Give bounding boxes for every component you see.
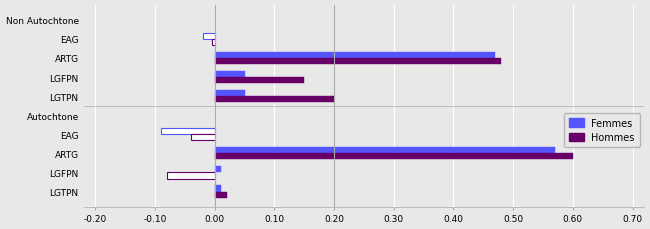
Bar (214, 148, 555, 154)
Bar (212, 40, 214, 46)
Legend: Femmes, Hommes: Femmes, Hommes (564, 113, 640, 148)
Bar (203, 34, 215, 40)
Bar (161, 129, 214, 135)
Bar (214, 167, 221, 173)
Bar (214, 154, 573, 160)
Bar (214, 192, 227, 198)
Bar (214, 78, 304, 84)
Bar (214, 59, 501, 65)
Bar (214, 91, 244, 97)
Bar (191, 135, 214, 141)
Bar (214, 97, 334, 103)
Bar (214, 72, 244, 78)
Bar (167, 173, 214, 179)
Bar (214, 53, 495, 59)
Bar (214, 186, 221, 192)
